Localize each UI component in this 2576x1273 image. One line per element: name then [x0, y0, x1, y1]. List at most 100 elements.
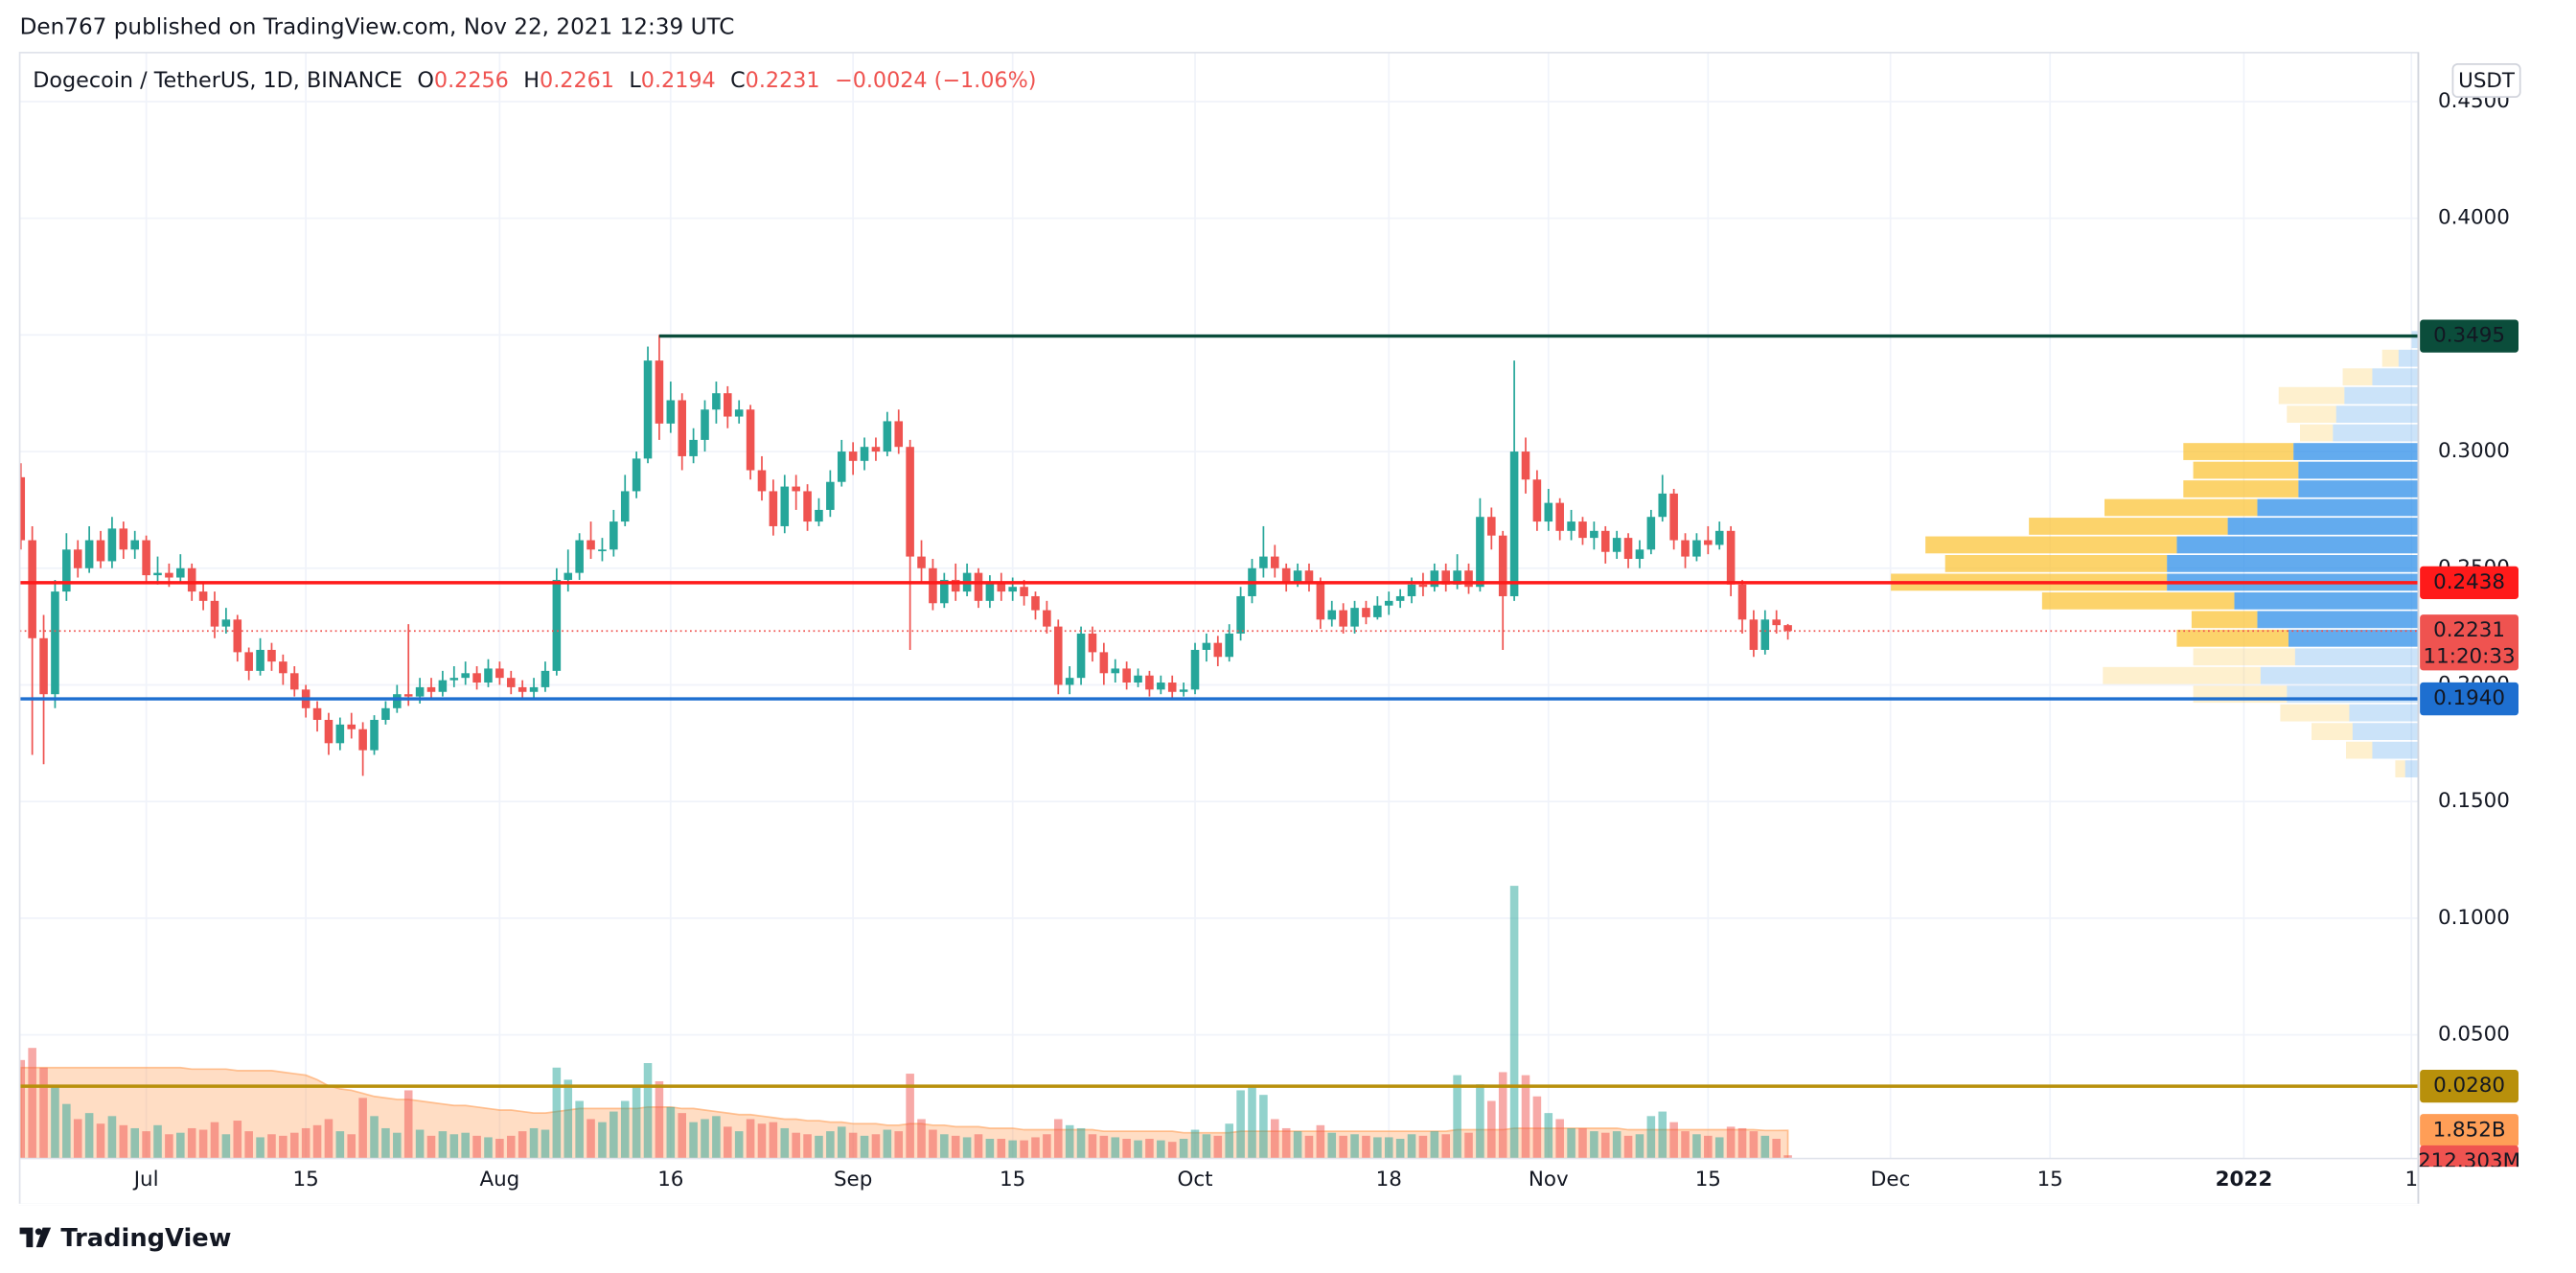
volume-bar	[289, 1132, 299, 1159]
candle-body	[643, 360, 653, 459]
candle-body	[1076, 633, 1086, 679]
volume-bar	[1714, 1137, 1724, 1159]
volume-bar	[1692, 1134, 1701, 1159]
candle-body	[244, 652, 253, 671]
candle-body	[1498, 535, 1507, 596]
profile-down-bar	[2287, 405, 2336, 424]
candle-body	[1567, 521, 1576, 531]
volume-bar	[84, 1113, 94, 1159]
profile-down-bar	[2381, 349, 2399, 367]
y-tick-label: 0.4000	[2438, 206, 2510, 230]
candle-body	[51, 591, 59, 695]
volume-bar	[19, 1059, 26, 1159]
volume-bar	[1498, 1072, 1507, 1159]
volume-bar	[1008, 1140, 1017, 1159]
volume-bar	[279, 1135, 288, 1159]
volume-bar	[1578, 1127, 1587, 1159]
y-tick-label: 0.3000	[2438, 439, 2510, 463]
volume-bar	[540, 1129, 550, 1159]
candle-body	[860, 447, 869, 461]
volume-bar	[997, 1139, 1006, 1159]
candle-body	[997, 582, 1006, 592]
profile-up-bar	[2293, 443, 2419, 460]
candle-body	[1099, 652, 1109, 674]
volume-bar	[495, 1139, 504, 1159]
volume-bar	[403, 1090, 413, 1159]
candle-body	[734, 409, 744, 417]
currency-button-box[interactable]	[2451, 62, 2521, 98]
candle-body	[803, 491, 812, 522]
candle-body	[1669, 493, 1678, 541]
candle-body	[564, 572, 573, 580]
candle-body	[1134, 675, 1142, 683]
candle-body	[769, 491, 778, 526]
candle-body	[187, 567, 196, 592]
candle-body	[1783, 625, 1792, 632]
candle-body	[1772, 619, 1781, 626]
profile-down-bar	[2183, 480, 2299, 498]
profile-down-bar	[2280, 704, 2350, 722]
candle-body	[1681, 540, 1690, 557]
candle-body	[358, 729, 367, 751]
candle-body	[19, 476, 26, 541]
volume-bar	[1590, 1131, 1598, 1159]
volume-bar	[701, 1119, 709, 1159]
candle-body	[826, 481, 835, 510]
legend-letter: H	[523, 67, 540, 92]
currency-label[interactable]: USDT	[2458, 69, 2516, 93]
candle-body	[780, 486, 790, 526]
profile-up-bar	[2335, 405, 2419, 424]
profile-up-bar	[2234, 591, 2419, 610]
profile-up-bar	[2257, 498, 2419, 517]
candle-body	[1008, 587, 1017, 592]
volume-bar	[666, 1106, 676, 1159]
candle-body	[176, 567, 185, 578]
candle-body	[449, 678, 459, 681]
candle-body	[712, 393, 721, 410]
x-tick-label: Oct	[1178, 1168, 1213, 1192]
price-line-tag-box	[2420, 319, 2518, 353]
volume-bar	[1623, 1135, 1633, 1159]
volume-tag: 212.303M	[2418, 1149, 2520, 1173]
volume-bar	[962, 1137, 972, 1159]
x-tick-label: Dec	[1871, 1168, 1910, 1192]
x-tick-label: 1	[2404, 1168, 2418, 1192]
volume-bar	[1726, 1126, 1736, 1159]
currency-button[interactable]: USDT	[2451, 62, 2521, 98]
candle-body	[461, 673, 470, 679]
candle-body	[1532, 479, 1542, 522]
volume-bar	[1271, 1119, 1279, 1159]
volume-bar	[734, 1131, 744, 1159]
volume-bar	[335, 1131, 345, 1159]
candle-body	[598, 549, 607, 552]
volume-bar	[165, 1134, 173, 1159]
candle-body	[210, 600, 219, 627]
candle-body	[1407, 584, 1416, 596]
candle-body	[1476, 517, 1484, 588]
volume-bar	[1772, 1139, 1781, 1159]
candle-body	[1590, 530, 1598, 539]
candle-body	[1350, 608, 1359, 627]
candle-body	[142, 540, 150, 576]
volume-bar	[1635, 1134, 1644, 1159]
volume-bar	[1737, 1127, 1747, 1159]
volume-bar	[632, 1085, 641, 1159]
profile-up-bar	[2167, 555, 2419, 572]
volume-bar	[826, 1131, 835, 1159]
candle-body	[1704, 540, 1713, 545]
x-tick-label: 2022	[2216, 1168, 2273, 1192]
last-price-tag-box	[2420, 614, 2518, 671]
candle-body	[1658, 493, 1668, 518]
volume-bar	[860, 1135, 869, 1159]
candle-body	[1760, 619, 1770, 650]
candle-body	[974, 572, 983, 601]
volume-bar	[1704, 1135, 1713, 1159]
candle-body	[1692, 540, 1701, 557]
candle-body	[324, 719, 334, 744]
candle-body	[1714, 530, 1724, 545]
candle-body	[1213, 642, 1223, 658]
candle-body	[552, 579, 562, 671]
candle-body	[701, 409, 709, 440]
volume-bar	[769, 1122, 778, 1159]
